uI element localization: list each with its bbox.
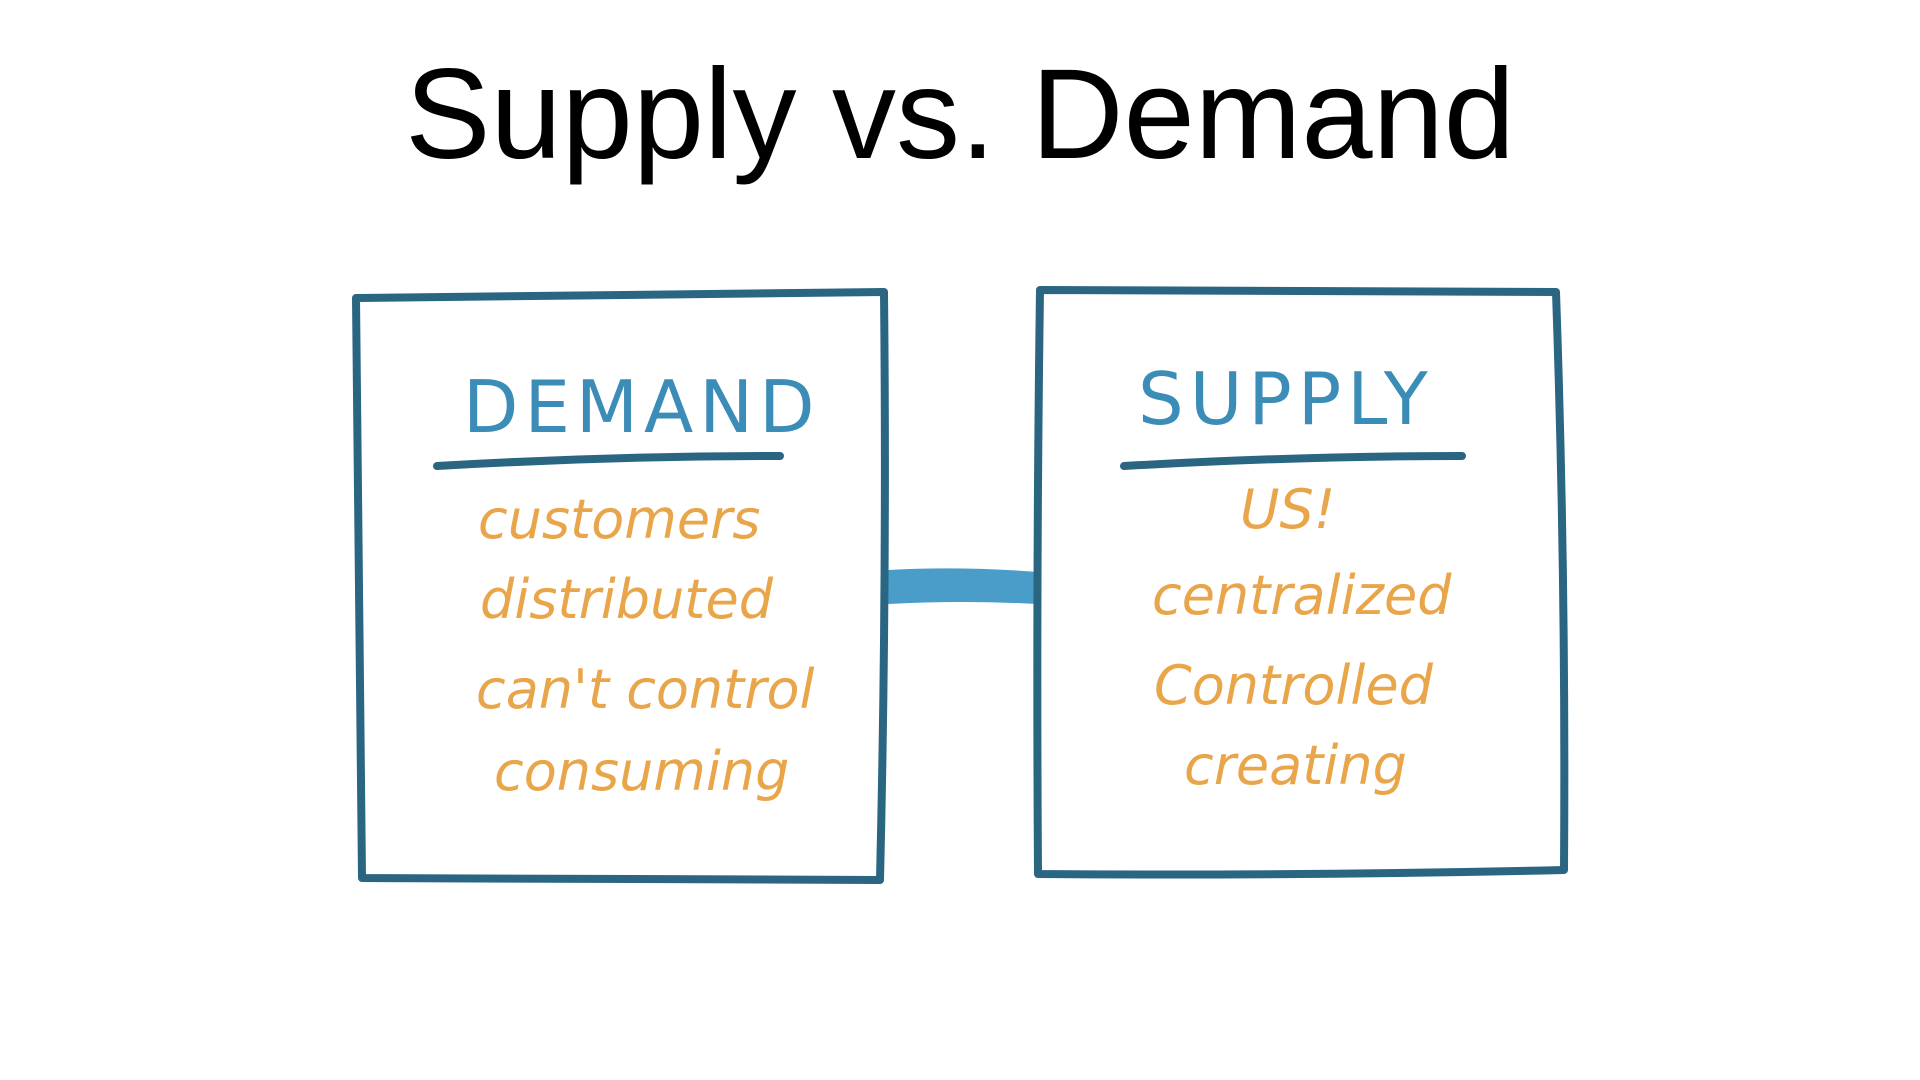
demand-heading-underline: [433, 452, 784, 470]
demand-box-outline: [352, 288, 889, 884]
supply-box-outline: [1033, 286, 1569, 879]
demand-heading: DEMAND: [463, 365, 821, 449]
connector-bar: [888, 568, 1038, 604]
demand-item-cant-control: can't control: [476, 658, 815, 721]
slide-title: Supply vs. Demand: [405, 43, 1515, 186]
supply-heading: SUPPLY: [1138, 357, 1434, 441]
supply-item-centralized: centralized: [1152, 564, 1452, 627]
demand-item-customers: customers: [478, 488, 760, 551]
demand-box: DEMAND customers distributed can't contr…: [352, 288, 889, 884]
supply-box: SUPPLY US! centralized Controlled creati…: [1033, 286, 1569, 879]
supply-item-controlled: Controlled: [1154, 654, 1434, 717]
demand-item-consuming: consuming: [494, 740, 789, 803]
supply-heading-underline: [1120, 452, 1466, 470]
demand-item-distributed: distributed: [480, 568, 774, 631]
supply-item-us: US!: [1240, 478, 1335, 541]
supply-item-creating: creating: [1184, 734, 1407, 797]
